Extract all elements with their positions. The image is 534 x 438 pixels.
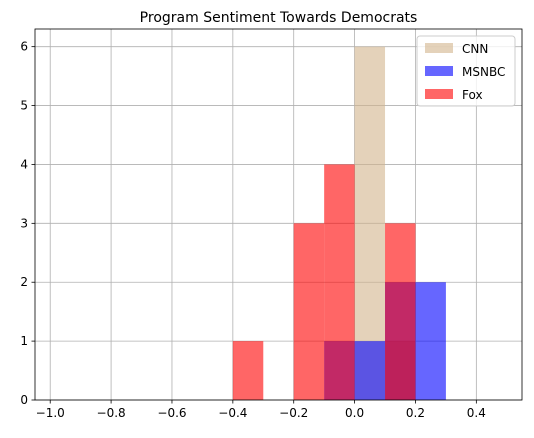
legend-swatch-msnbc <box>425 66 453 76</box>
x-tick-label: 0.4 <box>467 406 486 420</box>
x-tick-label: 0.2 <box>406 406 425 420</box>
msnbc-bar <box>354 341 386 400</box>
y-tick-label: 5 <box>20 99 28 113</box>
legend-swatch-cnn <box>425 43 453 53</box>
y-tick-label: 3 <box>20 216 28 230</box>
y-tick-label: 0 <box>20 393 28 407</box>
legend-label-msnbc: MSNBC <box>462 65 505 79</box>
axis-ticks: −1.0 −0.8 −0.6 −0.4 −0.2 0.0 0.2 0.4 0 1 2 3 4 5 6 <box>20 40 486 420</box>
legend: CNN MSNBC Fox <box>416 35 516 107</box>
y-tick-label: 4 <box>20 157 28 171</box>
chart-title: Program Sentiment Towards Democrats <box>140 10 418 26</box>
x-tick-label: −0.2 <box>279 406 308 420</box>
fox-bar <box>385 223 416 400</box>
x-tick-label: −1.0 <box>36 406 65 420</box>
y-tick-label: 1 <box>20 334 28 348</box>
x-tick-label: −0.4 <box>218 406 247 420</box>
y-tick-label: 2 <box>20 275 28 289</box>
legend-box <box>416 35 516 107</box>
msnbc-bar <box>415 282 446 400</box>
y-tick-label: 6 <box>20 40 28 54</box>
legend-label-fox: Fox <box>462 88 483 102</box>
axes-frame <box>34 28 523 401</box>
histogram-bars <box>232 46 446 401</box>
fox-bar <box>293 223 325 400</box>
legend-swatch-fox <box>425 89 453 99</box>
x-tick-label: −0.8 <box>97 406 126 420</box>
x-tick-label: 0.0 <box>345 406 364 420</box>
fox-bar <box>324 164 355 400</box>
x-tick-label: −0.6 <box>157 406 186 420</box>
legend-label-cnn: CNN <box>462 42 488 56</box>
fox-bar <box>232 341 264 400</box>
